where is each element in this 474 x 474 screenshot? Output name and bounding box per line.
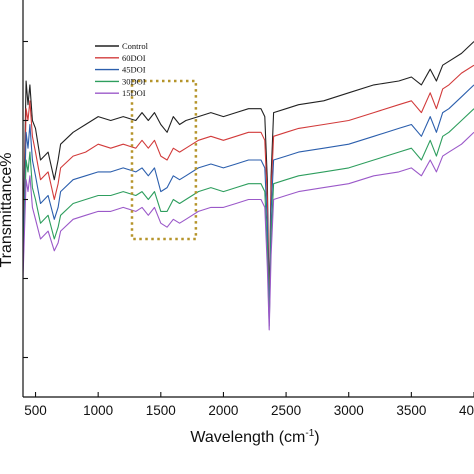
highlight-box	[130, 79, 198, 241]
legend-label-15doi: 15DOI	[122, 88, 146, 98]
legend-label-60doi: 60DOI	[122, 53, 146, 63]
x-axis-title: Wavelength (cm-1)	[190, 428, 319, 446]
series-line-60doi	[23, 64, 474, 315]
x-tick-label: 1500	[146, 403, 176, 418]
x-ticks: 500 1000 1500 2000 2500 3000 3500 4000	[24, 392, 474, 418]
x-tick-label: 3500	[396, 403, 426, 418]
x-tick-label: 4000	[459, 403, 474, 418]
legend-label-30doi: 30DOI	[122, 76, 146, 86]
series-line-30doi	[23, 108, 474, 327]
x-tick-label: 2000	[208, 403, 238, 418]
x-tick-label: 1000	[83, 403, 113, 418]
x-tick-label: 2500	[271, 403, 301, 418]
series-line-45doi	[23, 84, 474, 323]
x-tick-label: 500	[24, 403, 47, 418]
legend-label-45doi: 45DOI	[122, 65, 146, 75]
legend-label-control: Control	[122, 41, 149, 51]
x-tick-label: 3000	[334, 403, 364, 418]
series-layer	[23, 41, 474, 331]
y-axis-title: Transmittance%	[0, 153, 15, 268]
y-ticks	[23, 40, 28, 359]
series-line-control	[23, 41, 474, 307]
series-line-15doi	[23, 131, 474, 331]
